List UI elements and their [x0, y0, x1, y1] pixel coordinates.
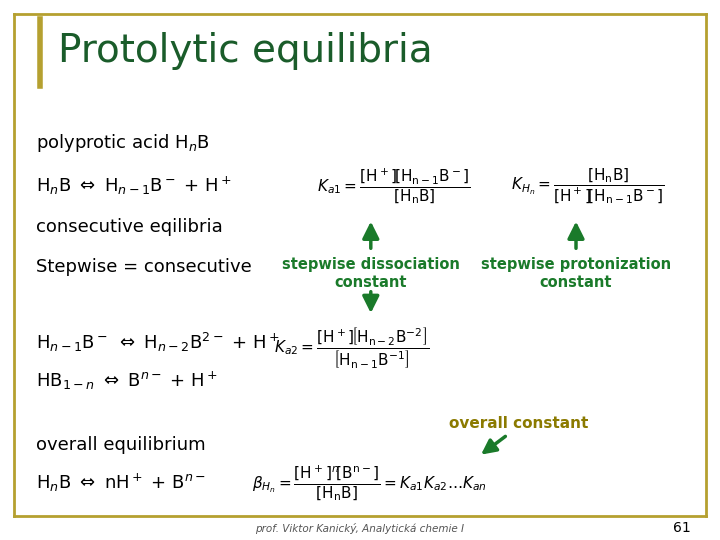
- Text: H$_n$B $\Leftrightarrow$ nH$^+$ + B$^{n-}$: H$_n$B $\Leftrightarrow$ nH$^+$ + B$^{n-…: [36, 472, 206, 495]
- Text: H$_{n-1}$B$^-$ $\Leftrightarrow$ H$_{n-2}$B$^{2-}$ + H$^+$: H$_{n-1}$B$^-$ $\Leftrightarrow$ H$_{n-2…: [36, 332, 280, 354]
- Text: consecutive eqilibria: consecutive eqilibria: [36, 218, 222, 236]
- Text: 61: 61: [673, 521, 691, 535]
- Text: overall equilibrium: overall equilibrium: [36, 436, 206, 455]
- Text: polyprotic acid H$_n$B: polyprotic acid H$_n$B: [36, 132, 210, 154]
- Text: prof. Viktor Kanický, Analytická chemie I: prof. Viktor Kanický, Analytická chemie …: [256, 523, 464, 534]
- Text: $K_{H_n} = \dfrac{\left[\mathrm{H_nB}\right]}{\left[\mathrm{H^+}\right]\!\left[\: $K_{H_n} = \dfrac{\left[\mathrm{H_nB}\ri…: [511, 166, 665, 206]
- Text: HB$_{1-n}$ $\Leftrightarrow$ B$^{n-}$ + H$^+$: HB$_{1-n}$ $\Leftrightarrow$ B$^{n-}$ + …: [36, 369, 218, 392]
- Text: Protolytic equilibria: Protolytic equilibria: [58, 32, 432, 70]
- Text: $K_{a2} = \dfrac{\left[\mathrm{H^+}\right]\!\left[\mathrm{H_{n-2}B^{-2}}\right]}: $K_{a2} = \dfrac{\left[\mathrm{H^+}\righ…: [274, 326, 429, 371]
- Text: stepwise protonization
constant: stepwise protonization constant: [481, 256, 671, 290]
- Text: H$_n$B $\Leftrightarrow$ H$_{n-1}$B$^-$ + H$^+$: H$_n$B $\Leftrightarrow$ H$_{n-1}$B$^-$ …: [36, 175, 232, 198]
- Text: stepwise dissociation
constant: stepwise dissociation constant: [282, 256, 460, 290]
- Text: $K_{a1} = \dfrac{\left[\mathrm{H^+}\right]\!\left[\mathrm{H_{n-1}B^-}\right]}{\l: $K_{a1} = \dfrac{\left[\mathrm{H^+}\righ…: [317, 166, 471, 206]
- Text: overall constant: overall constant: [449, 416, 588, 431]
- Text: Stepwise = consecutive: Stepwise = consecutive: [36, 258, 252, 276]
- Text: $\beta_{H_n} = \dfrac{\left[\mathrm{H^+}\right]^n\!\left[\mathrm{B^{n-}}\right]}: $\beta_{H_n} = \dfrac{\left[\mathrm{H^+}…: [252, 463, 487, 503]
